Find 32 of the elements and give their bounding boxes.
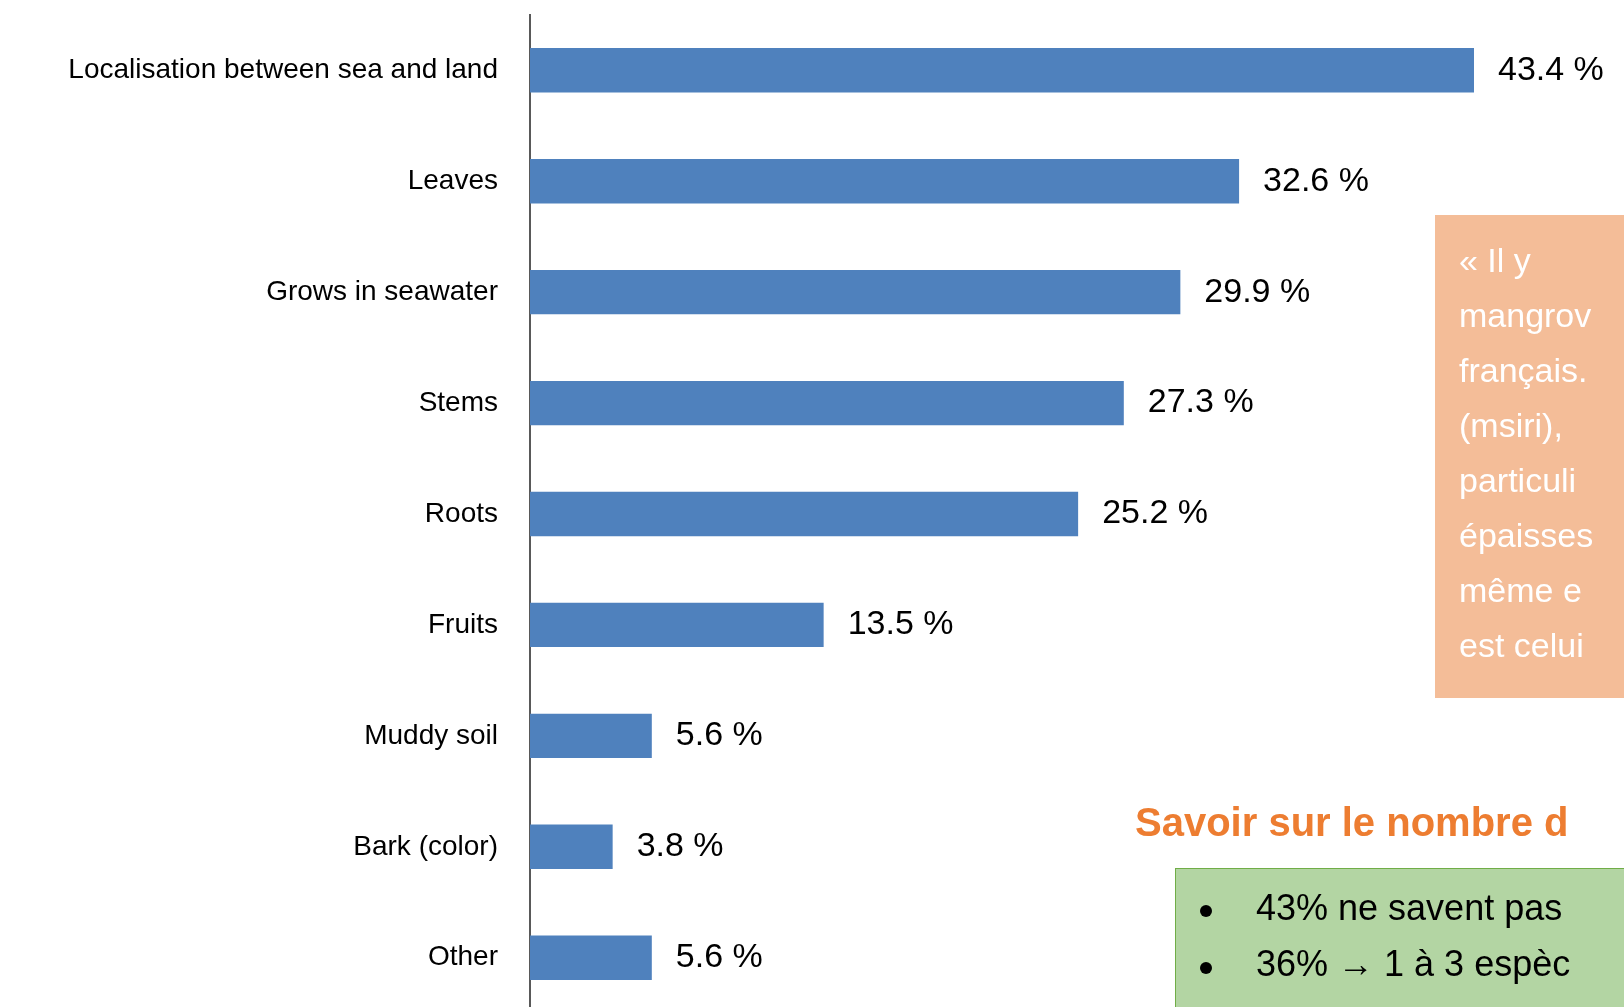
y-tick-label: Stems <box>418 385 498 417</box>
data-label: 25.2 % <box>1102 492 1208 531</box>
data-label: 5.6 % <box>675 714 763 753</box>
y-tick-label: Fruits <box>428 607 498 639</box>
quote-box: « Il y mangrov français. (msiri), particuli épaisses même e est celui <box>1435 215 1624 698</box>
y-tick-label: Grows in seawater <box>266 274 498 306</box>
y-tick-label: Roots <box>424 496 498 528</box>
data-label: 29.9 % <box>1204 270 1311 309</box>
annotation: 43% ne savent pas <box>1255 886 1564 930</box>
y-tick-label: Other <box>427 940 498 972</box>
data-label: 43.4 % <box>1498 48 1604 87</box>
bar <box>530 935 652 980</box>
data-label: 32.6 % <box>1263 159 1369 198</box>
annotation: Savoir sur le nombre d <box>1135 800 1569 845</box>
y-tick-label: Bark (color) <box>353 829 498 861</box>
bar <box>530 269 1181 315</box>
y-tick-label: Localisation between sea and land <box>68 52 498 84</box>
data-label: 27.3 % <box>1147 381 1254 420</box>
data-label: 3.8 % <box>636 825 724 864</box>
bar <box>530 159 1240 204</box>
y-tick-label: Leaves <box>407 163 498 195</box>
bar <box>530 824 613 869</box>
bar <box>530 713 652 759</box>
annotation: 36% → 1 à 3 espèc <box>1255 942 1572 987</box>
note-box: 43% ne savent pas 36% → 1 à 3 espèc <box>1175 868 1624 1007</box>
data-label: 5.6 % <box>675 936 763 975</box>
bar <box>530 602 824 648</box>
bar <box>530 48 1474 93</box>
bar <box>530 380 1124 426</box>
y-tick-label: Muddy soil <box>364 718 498 750</box>
bar <box>530 491 1079 537</box>
data-label: 13.5 % <box>847 603 954 642</box>
